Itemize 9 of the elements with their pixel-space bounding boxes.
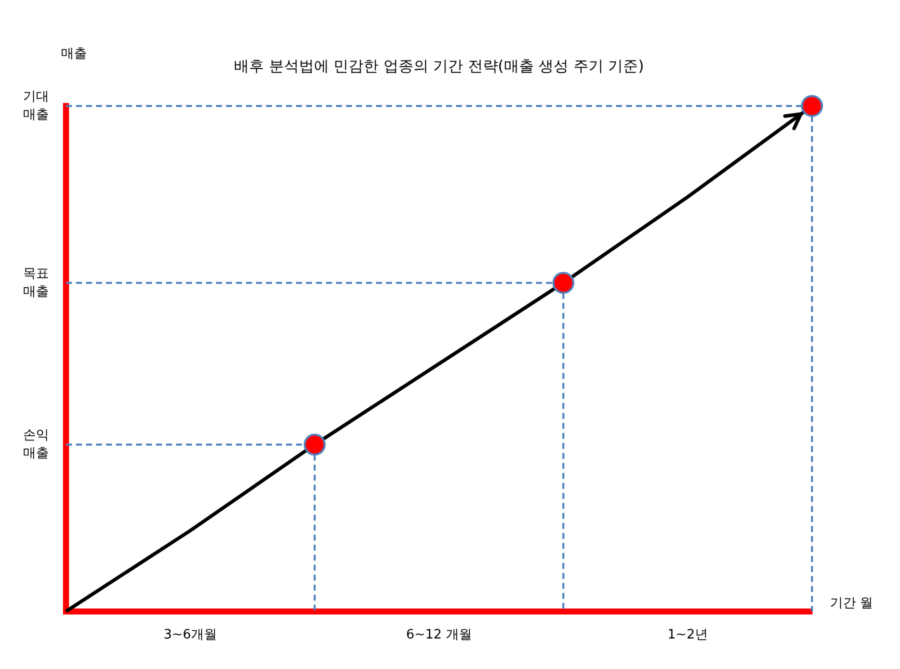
ref-line-label: 기대 매출 (23, 89, 49, 122)
y-axis-title: 매출 (61, 46, 87, 62)
x-tick-label: 3~6개월 (164, 628, 218, 643)
chart-title: 배후 분석법에 민감한 업종의 기간 전략(매출 생성 주기 기준) (234, 56, 644, 75)
x-axis-title: 기간 월 (830, 596, 874, 611)
x-tick-label: 6~12 개월 (406, 628, 472, 643)
ref-line-label: 목표 매출 (23, 266, 49, 300)
x-tick-label: 1~2년 (667, 628, 708, 643)
ref-line-label: 손익 매출 (23, 428, 49, 461)
